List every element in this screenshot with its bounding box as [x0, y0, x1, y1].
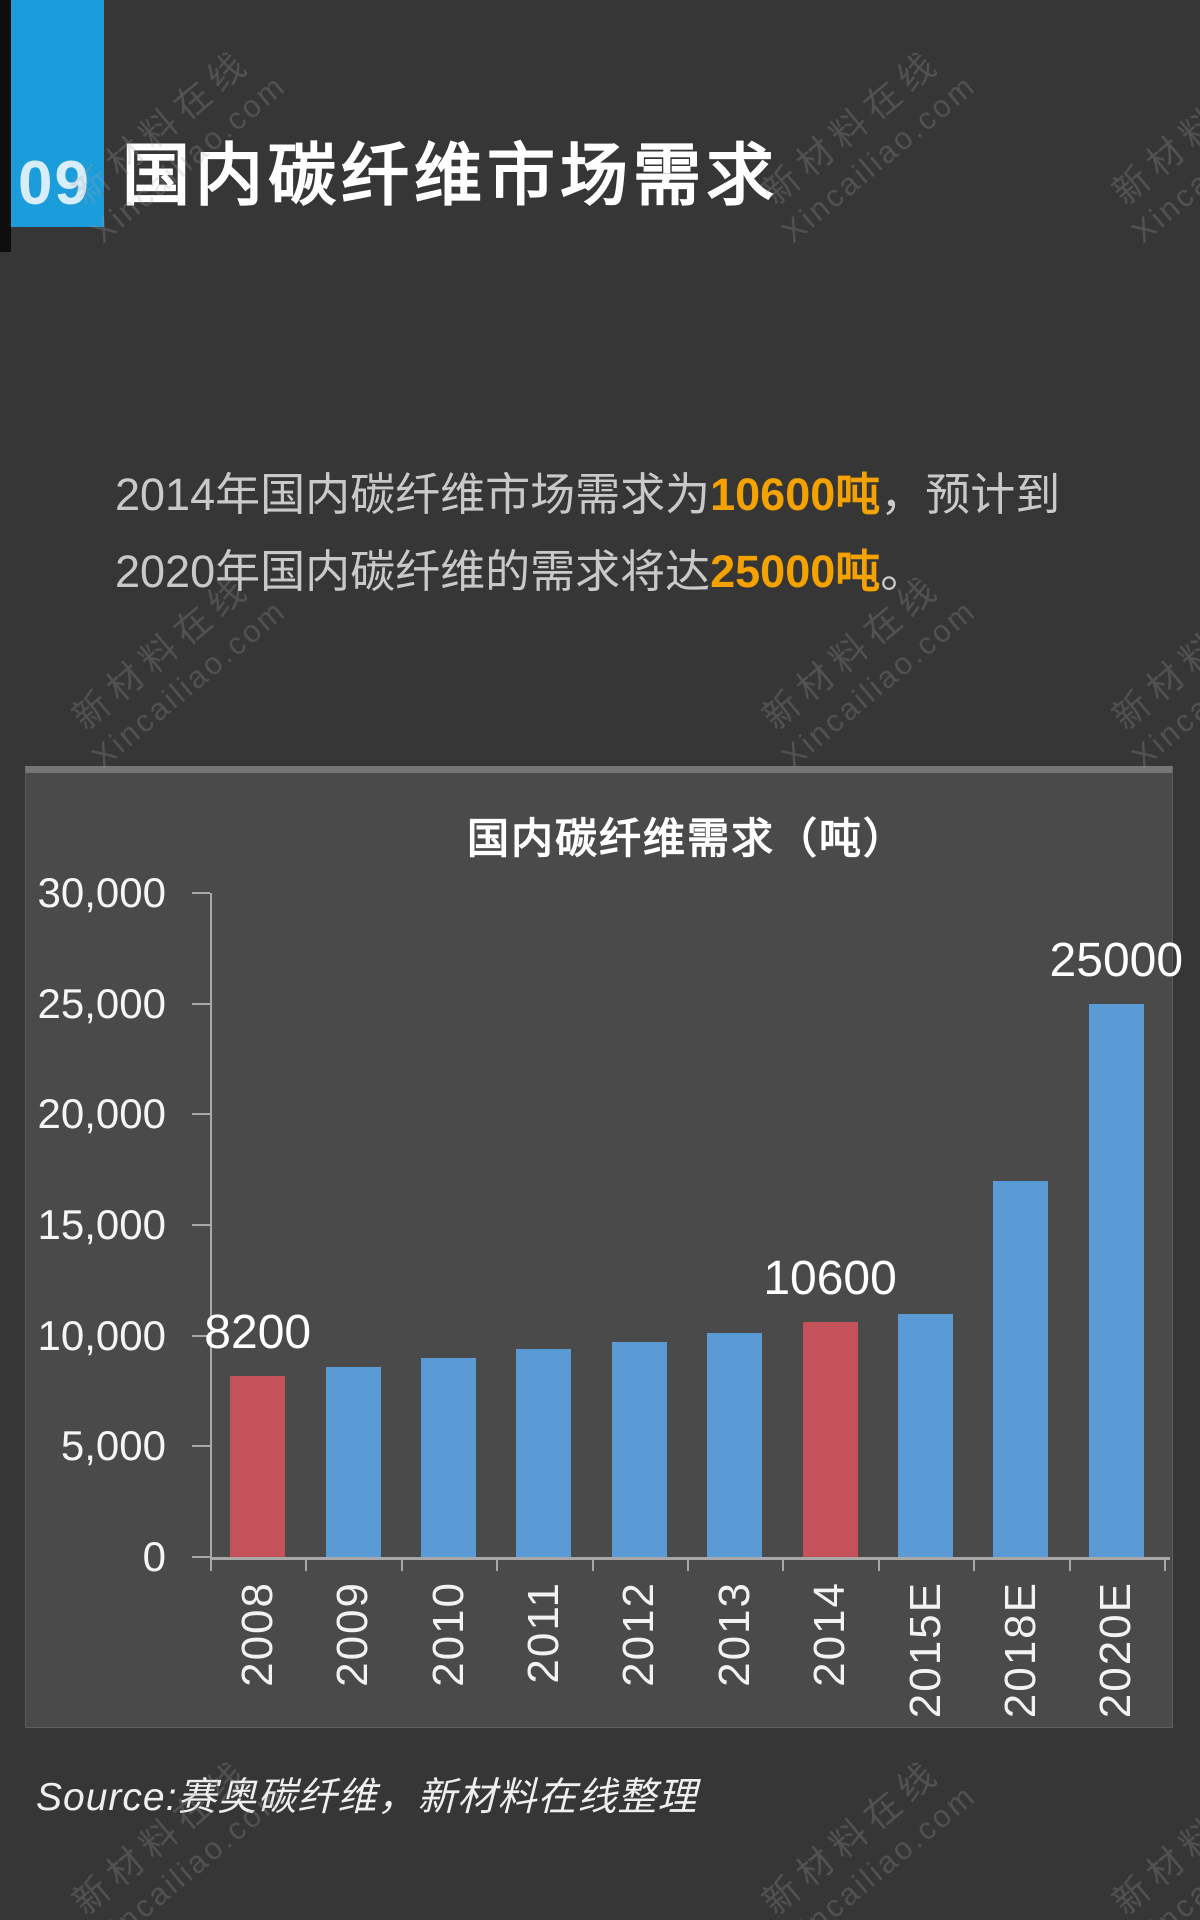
y-axis-line — [210, 893, 212, 1560]
bar-value-label-2008: 8200 — [204, 1306, 312, 1359]
bar-2009 — [325, 1367, 381, 1557]
y-tick — [192, 1113, 210, 1116]
chapter-badge: 09 — [11, 0, 104, 227]
bar-value-label-2020E: 25000 — [1049, 934, 1184, 987]
intro-text: 2014年国内碳纤维市场需求为 — [115, 469, 711, 520]
bar-2012 — [611, 1342, 667, 1557]
intro-line-2: 2020年国内碳纤维的需求将达25000吨。 — [115, 533, 1125, 610]
watermark: 新材料在线 Xincailiao.com — [715, 1717, 1014, 1920]
x-tick — [400, 1557, 403, 1571]
x-axis-label-2020E: 2020E — [1091, 1581, 1141, 1719]
y-tick — [192, 892, 210, 894]
y-axis-label: 10,000 — [37, 1311, 166, 1359]
intro-line-1: 2014年国内碳纤维市场需求为10600吨，预计到 — [115, 456, 1125, 533]
x-axis-label-2013: 2013 — [709, 1581, 759, 1687]
bar-2008 — [230, 1376, 286, 1557]
y-tick — [192, 1224, 210, 1226]
x-tick — [687, 1557, 689, 1571]
intro-text: 。 — [880, 546, 926, 597]
bar-2020E — [1088, 1004, 1144, 1557]
x-axis-label-2010: 2010 — [423, 1581, 473, 1687]
chart-title: 国内碳纤维需求（吨） — [466, 815, 907, 862]
y-axis-label: 15,000 — [37, 1201, 166, 1248]
x-tick — [973, 1557, 976, 1571]
x-tick — [877, 1557, 880, 1571]
y-tick — [192, 1002, 210, 1005]
x-tick — [496, 1557, 499, 1571]
x-axis-label-2015E: 2015E — [900, 1581, 950, 1719]
y-tick — [192, 1556, 210, 1558]
x-axis-label-2014: 2014 — [805, 1581, 855, 1687]
x-axis-line — [210, 1557, 1170, 1560]
y-axis-label: 30,000 — [37, 869, 166, 916]
x-axis-label-2009: 2009 — [328, 1581, 378, 1687]
x-axis-label-2012: 2012 — [614, 1581, 664, 1687]
y-tick — [192, 1334, 210, 1337]
intro-emphasis-value: 25000吨 — [710, 546, 881, 597]
page-title: 国内碳纤维市场需求 — [122, 138, 780, 214]
source-note: Source:赛奥碳纤维，新材料在线整理 — [36, 1776, 698, 1819]
intro-paragraph: 2014年国内碳纤维市场需求为10600吨，预计到 2020年国内碳纤维的需求将达… — [115, 456, 1125, 610]
x-axis-label-2008: 2008 — [232, 1581, 282, 1687]
x-tick — [305, 1557, 308, 1571]
x-tick — [591, 1557, 594, 1571]
x-tick — [782, 1557, 785, 1571]
chart-panel: 国内碳纤维需求（吨） 0 5,000 10,000 15,000 20,000 25,00… — [25, 766, 1183, 1728]
watermark-text-cn: 新材料在线 — [1104, 1749, 1200, 1920]
y-axis-label: 20,000 — [37, 1090, 166, 1138]
bar-2010 — [421, 1358, 476, 1557]
y-tick — [192, 1445, 210, 1448]
y-axis-label: 25,000 — [37, 979, 166, 1027]
x-tick — [210, 1557, 212, 1571]
bar-2013 — [707, 1333, 763, 1557]
x-tick — [1164, 1557, 1166, 1571]
y-axis-label: 0 — [142, 1533, 166, 1580]
intro-emphasis-value: 10600吨 — [710, 469, 881, 520]
watermark-text-cn: 新材料在线 — [754, 1749, 950, 1920]
intro-text: 2020年国内碳纤维的需求将达 — [115, 546, 711, 597]
bar-value-label-2014: 10600 — [763, 1252, 897, 1305]
bar-2015E — [898, 1314, 953, 1557]
x-axis-label-2018E: 2018E — [995, 1581, 1045, 1719]
bar-2018E — [993, 1181, 1049, 1557]
bar-2011 — [516, 1349, 572, 1557]
watermark-text-url: Xincailiao.com — [1124, 1777, 1200, 1920]
bar-2014 — [802, 1322, 858, 1557]
chapter-number: 09 — [18, 149, 91, 218]
x-axis-label-2011: 2011 — [518, 1581, 568, 1684]
watermark: 新材料在线 Xincailiao.com — [1065, 1717, 1200, 1920]
watermark-text-url: Xincailiao.com — [774, 1777, 983, 1920]
left-edge-strip — [0, 0, 11, 252]
x-tick — [1068, 1557, 1071, 1571]
y-axis-label: 5,000 — [60, 1422, 166, 1470]
intro-text: ，预计到 — [880, 469, 1061, 520]
